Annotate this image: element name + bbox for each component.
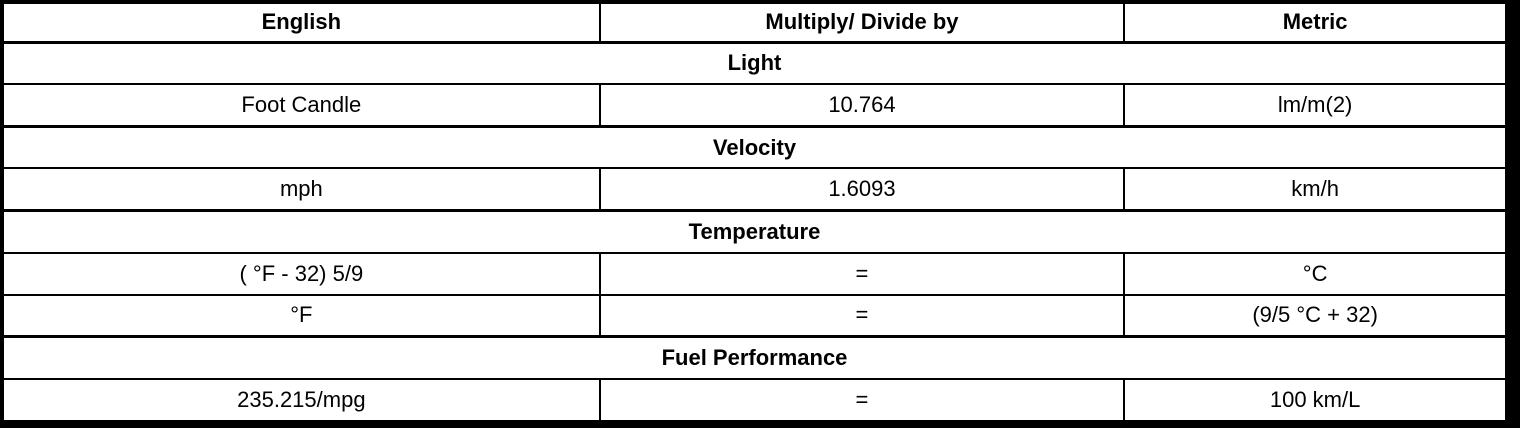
column-header-metric: Metric: [1123, 2, 1507, 44]
table-row-mpg: 235.215/mpg = 100 km/L: [2, 377, 1507, 423]
table-row-fahrenheit-to-celsius: ( °F - 32) 5/9 = °C: [2, 251, 1507, 296]
cell-factor: =: [598, 293, 1126, 338]
section-title-fuel-performance: Fuel Performance: [2, 335, 1507, 380]
cell-factor: =: [598, 377, 1126, 423]
cell-metric: lm/m(2): [1123, 83, 1507, 128]
cell-metric: (9/5 °C + 32): [1123, 293, 1507, 338]
column-header-multiply-divide-by: Multiply/ Divide by: [598, 2, 1126, 44]
cell-metric: km/h: [1123, 167, 1507, 212]
cell-english: ( °F - 32) 5/9: [2, 251, 601, 296]
cell-metric: °C: [1123, 251, 1507, 296]
cell-factor: 1.6093: [598, 167, 1126, 212]
section-row-light: Light: [2, 40, 1507, 86]
table-row-mph: mph 1.6093 km/h: [2, 167, 1507, 212]
cell-english: 235.215/mpg: [2, 377, 601, 423]
unit-conversion-table: English Multiply/ Divide by Metric Light…: [2, 2, 1507, 423]
cell-english: °F: [2, 293, 601, 338]
cell-factor: 10.764: [598, 83, 1126, 128]
section-row-temperature: Temperature: [2, 208, 1507, 254]
cell-factor: =: [598, 251, 1126, 296]
table-header-row: English Multiply/ Divide by Metric: [2, 2, 1507, 44]
cell-english: Foot Candle: [2, 83, 601, 128]
column-header-english: English: [2, 2, 601, 44]
section-row-fuel-performance: Fuel Performance: [2, 335, 1507, 380]
table-row-foot-candle: Foot Candle 10.764 lm/m(2): [2, 83, 1507, 128]
cell-metric: 100 km/L: [1123, 377, 1507, 423]
section-title-light: Light: [2, 40, 1507, 86]
section-title-temperature: Temperature: [2, 208, 1507, 254]
section-title-velocity: Velocity: [2, 124, 1507, 170]
cell-english: mph: [2, 167, 601, 212]
section-row-velocity: Velocity: [2, 124, 1507, 170]
table-row-celsius-to-fahrenheit: °F = (9/5 °C + 32): [2, 293, 1507, 338]
